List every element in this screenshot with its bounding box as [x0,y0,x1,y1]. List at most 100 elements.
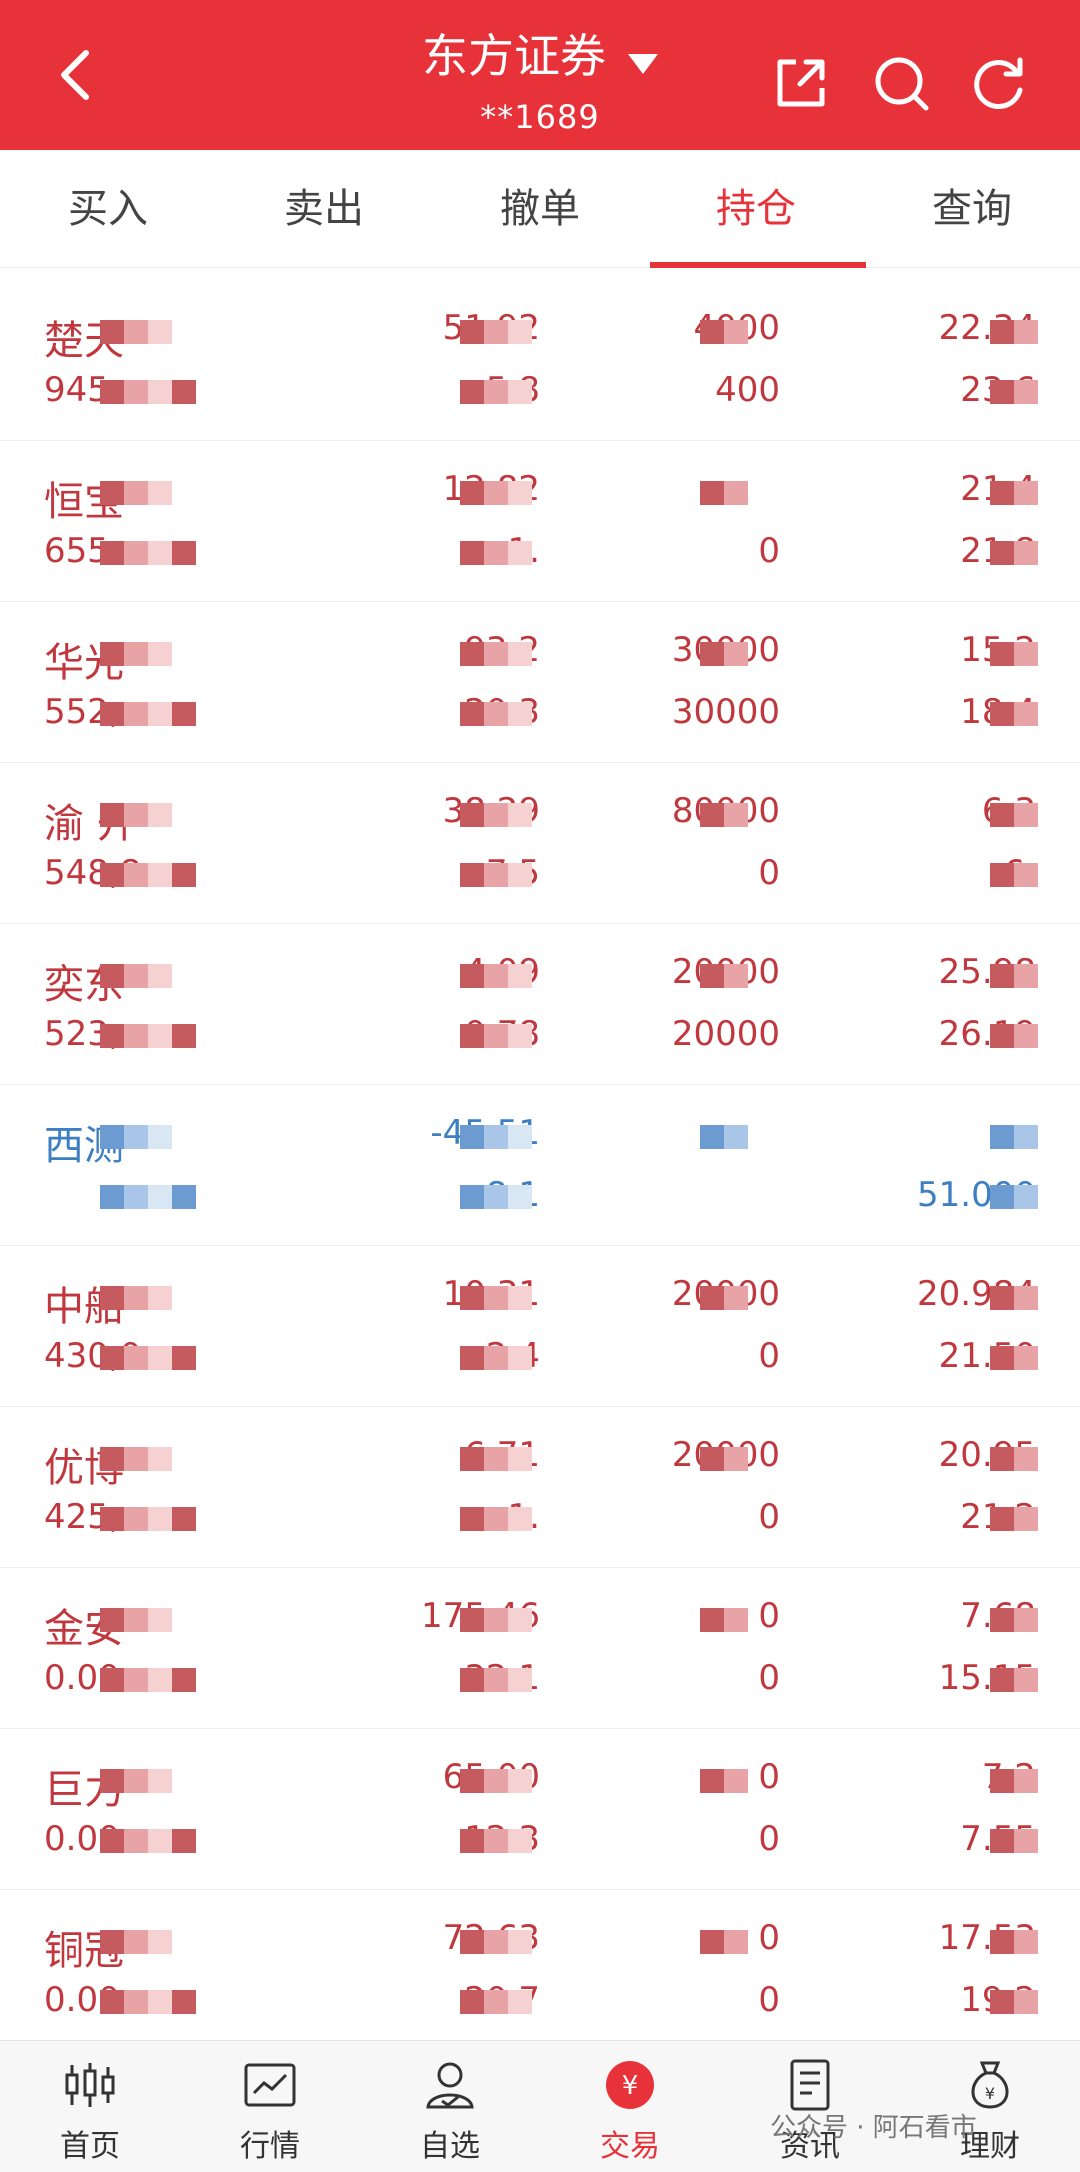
privacy-mosaic [460,1447,532,1471]
privacy-mosaic [990,481,1038,505]
position-quantity: 0 [758,1918,780,1958]
privacy-mosaic [990,1447,1038,1471]
privacy-mosaic [100,380,196,404]
refresh-icon[interactable] [968,52,1030,114]
nav-label: 首页 [60,2129,120,2164]
share-icon[interactable] [770,52,832,114]
privacy-mosaic [700,1930,748,1954]
privacy-mosaic [990,1990,1038,2014]
privacy-mosaic [700,1125,748,1149]
privacy-mosaic [460,642,532,666]
position-row[interactable]: 楚天94551,925.8400040022.3423.6 [0,280,1080,441]
tab-positions[interactable]: 持仓 [716,186,796,232]
privacy-mosaic [700,1447,748,1471]
nav-label: 行情 [240,2129,300,2164]
privacy-mosaic [990,380,1038,404]
privacy-mosaic [460,1930,532,1954]
privacy-mosaic [100,702,196,726]
available-quantity: 0 [758,1980,780,2020]
privacy-mosaic [990,1668,1038,1692]
privacy-mosaic [460,964,532,988]
privacy-mosaic [990,541,1038,565]
privacy-mosaic [460,1286,532,1310]
privacy-mosaic [990,803,1038,827]
privacy-mosaic [100,1447,172,1471]
money-bag-icon: ¥ [971,2061,1009,2109]
privacy-mosaic [100,320,172,344]
watermark-text: 公众号 · 阿石看市 [770,2113,977,2143]
privacy-mosaic [990,1769,1038,1793]
privacy-mosaic [990,320,1038,344]
position-row[interactable]: 西测-45,51-8.151.000 [0,1085,1080,1246]
nav-market[interactable]: 行情 [180,2041,360,2172]
position-row[interactable]: 恒宝65512,821.021.421.8 [0,441,1080,602]
privacy-mosaic [700,1769,748,1793]
privacy-mosaic [460,1185,532,1209]
search-icon[interactable] [870,52,932,114]
available-quantity: 0 [758,1497,780,1537]
privacy-mosaic [990,1346,1038,1370]
tab-sell[interactable]: 卖出 [284,186,364,232]
privacy-mosaic [700,1608,748,1632]
position-row[interactable]: 巨力0.0065,0012.3007.27.55 [0,1729,1080,1890]
privacy-mosaic [460,863,532,887]
app-header: 东方证券 **1689 [0,0,1080,150]
privacy-mosaic [100,1507,196,1531]
privacy-mosaic [100,1346,196,1370]
privacy-mosaic [100,1125,172,1149]
nav-news[interactable]: 资讯 [720,2041,900,2172]
privacy-mosaic [990,863,1038,887]
position-quantity: 0 [758,1596,780,1636]
positions-list: 楚天94551,925.8400040022.3423.6恒宝65512,821… [0,280,1080,2051]
privacy-mosaic [460,1769,532,1793]
trade-tabs: 买入 卖出 撤单 持仓 查询 [0,150,1080,268]
account-selector[interactable]: 东方证券 [0,26,1080,86]
privacy-mosaic [100,541,196,565]
nav-label: 理财 [960,2129,1020,2164]
position-row[interactable]: 铜冠0.0072,6320.70017.5319.2 [0,1890,1080,2051]
privacy-mosaic [990,964,1038,988]
nav-trade[interactable]: ¥ 交易 [540,2041,720,2172]
chart-icon [244,2063,296,2107]
privacy-mosaic [100,1668,196,1692]
privacy-mosaic [990,1024,1038,1048]
available-quantity: 0 [758,531,780,571]
privacy-mosaic [990,1507,1038,1531]
privacy-mosaic [460,1346,532,1370]
privacy-mosaic [460,481,532,505]
privacy-mosaic [100,1930,172,1954]
market-value: 945 [44,370,109,410]
privacy-mosaic [990,1125,1038,1149]
privacy-mosaic [100,1185,196,1209]
tab-cancel[interactable]: 撤单 [500,186,580,232]
available-quantity: 20000 [671,1014,780,1054]
tab-buy[interactable]: 买入 [68,186,148,232]
svg-text:¥: ¥ [985,2084,995,2103]
candlestick-icon [65,2063,115,2107]
privacy-mosaic [460,702,532,726]
available-quantity: 0 [758,853,780,893]
privacy-mosaic [460,1990,532,2014]
privacy-mosaic [700,481,748,505]
privacy-mosaic [990,1608,1038,1632]
user-icon [426,2062,474,2109]
nav-wealth[interactable]: ¥ 理财 [900,2041,1080,2172]
privacy-mosaic [100,863,196,887]
privacy-mosaic [700,642,748,666]
privacy-mosaic [990,1829,1038,1853]
svg-text:¥: ¥ [622,2071,639,2101]
nav-watchlist[interactable]: 自选 [360,2041,540,2172]
back-icon[interactable] [48,45,108,105]
position-row[interactable]: 金安0.00175,4632.1007.6815.15 [0,1568,1080,1729]
privacy-mosaic [460,1125,532,1149]
nav-label: 自选 [420,2129,480,2164]
available-quantity: 0 [758,1658,780,1698]
nav-home[interactable]: 首页 [0,2041,180,2172]
privacy-mosaic [460,1507,532,1531]
tab-query[interactable]: 查询 [932,186,1012,232]
